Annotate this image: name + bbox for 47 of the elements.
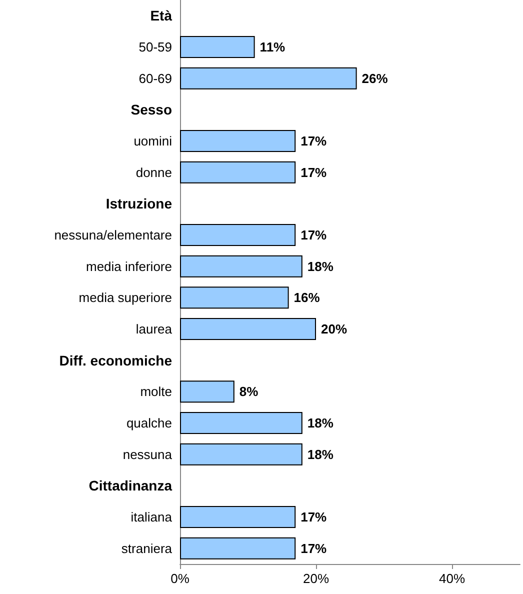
bar xyxy=(180,224,296,246)
bar xyxy=(180,318,316,340)
y-tick-label: nessuna xyxy=(122,446,173,462)
data-label: 8% xyxy=(239,384,259,400)
y-tick-label: media inferiore xyxy=(86,258,172,274)
x-tick-label: 40% xyxy=(438,571,466,586)
data-label: 26% xyxy=(362,70,388,86)
bar xyxy=(180,286,289,309)
y-tick-label: straniera xyxy=(121,540,173,556)
y-tick-label: 60-69 xyxy=(138,70,172,86)
bar xyxy=(180,443,302,466)
y-tick-label: media superiore xyxy=(78,290,172,306)
bar xyxy=(180,255,302,278)
data-label: 16% xyxy=(294,290,320,306)
y-tick-label: Diff. economiche xyxy=(59,352,172,368)
data-label: 18% xyxy=(307,416,334,430)
x-tick-label: 0% xyxy=(170,571,190,586)
bar xyxy=(180,36,255,58)
y-tick-label: Istruzione xyxy=(106,196,172,212)
data-label: 18% xyxy=(307,258,334,274)
y-tick-label: nessuna/elementare xyxy=(54,228,172,242)
bar xyxy=(180,67,357,90)
data-label: 17% xyxy=(300,228,328,242)
y-tick-label: qualche xyxy=(126,416,172,430)
data-label: 18% xyxy=(307,446,334,462)
y-tick-label: Sesso xyxy=(130,102,172,118)
y-tick-label: molte xyxy=(140,384,172,400)
bar xyxy=(180,130,296,152)
bar xyxy=(180,537,296,560)
bar xyxy=(180,380,234,403)
data-label: 11% xyxy=(260,40,286,54)
data-label: 17% xyxy=(300,540,328,556)
y-tick-label: Cittadinanza xyxy=(88,478,172,494)
y-tick-label: laurea xyxy=(136,322,173,336)
y-tick-label: italiana xyxy=(130,510,173,524)
x-tick-label: 20% xyxy=(302,571,330,586)
bar xyxy=(180,506,296,528)
data-label: 20% xyxy=(321,322,348,336)
data-label: 17% xyxy=(300,134,328,148)
y-tick-label: Età xyxy=(150,8,172,24)
y-tick-label: donne xyxy=(136,164,172,180)
bar xyxy=(180,161,296,184)
data-label: 17% xyxy=(300,164,328,180)
data-label: 17% xyxy=(300,510,328,524)
y-tick-label: 50-59 xyxy=(138,40,172,54)
y-tick-label: uomini xyxy=(134,134,172,148)
bar xyxy=(180,412,302,434)
